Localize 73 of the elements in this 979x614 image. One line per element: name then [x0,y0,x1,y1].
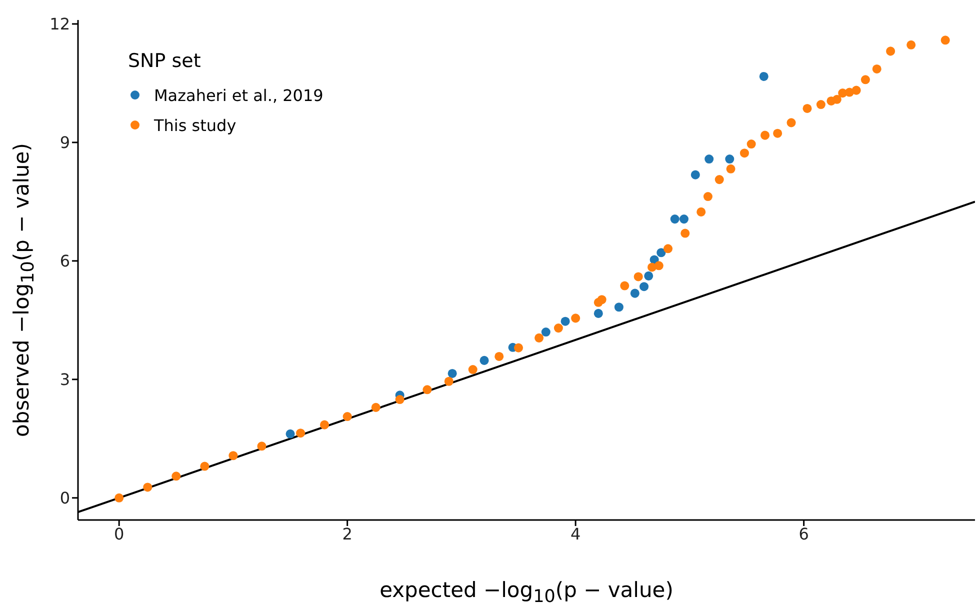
point [468,365,478,374]
point [802,104,812,113]
y-tick-label: 3 [60,370,70,390]
point [640,282,649,292]
x-tick-label: 6 [798,524,809,544]
point [634,272,643,282]
point [852,86,861,95]
point [480,356,489,365]
y-tick-label: 9 [60,133,70,152]
y-tick-label: 6 [60,252,70,271]
point [371,402,380,412]
point [554,324,563,333]
point [172,472,181,481]
point [746,140,756,149]
x-tick-label: 4 [570,524,581,544]
point [644,271,654,280]
point [714,175,724,184]
point [541,328,550,337]
point [680,228,690,238]
point [690,170,700,180]
point [342,412,352,422]
point [704,154,714,164]
point [534,333,544,342]
point [228,451,238,460]
point [679,214,689,224]
point [320,420,330,430]
point [872,64,882,74]
point [571,314,580,323]
point [663,244,673,254]
point [614,302,624,312]
point [422,385,432,394]
y-tick-label: 0 [60,488,70,508]
point [940,36,950,45]
point [514,343,524,352]
x-tick-label: 0 [114,524,124,544]
point [494,352,504,361]
point [703,192,712,202]
point [670,214,680,224]
y-tick-label: 12 [50,14,70,34]
point [740,148,749,158]
legend-label: This study [154,116,236,134]
point [656,248,666,258]
point [286,429,295,438]
point [597,295,606,304]
point [832,94,842,104]
point [594,308,603,318]
point [816,100,826,110]
point [725,154,734,164]
point [630,288,640,298]
legend-label: Mazaheri et al., 2019 [154,86,324,104]
point [696,207,706,216]
point [786,118,796,128]
point [296,428,306,438]
point [395,395,404,404]
point [760,130,770,140]
point [759,72,768,81]
legend-title: SNP set [128,50,202,72]
point [444,376,454,386]
point [200,462,210,471]
point [906,40,916,50]
point [143,482,152,492]
point [620,281,630,290]
point [860,75,870,84]
x-tick-label: 2 [342,524,352,544]
point [114,493,124,502]
point [257,442,266,451]
point [448,368,457,378]
point [886,46,896,56]
point [726,164,736,174]
point [560,316,570,326]
point [654,261,664,270]
point [773,128,782,138]
x-axis-title: expected −log$_{10}$(p − value) [378,578,674,608]
